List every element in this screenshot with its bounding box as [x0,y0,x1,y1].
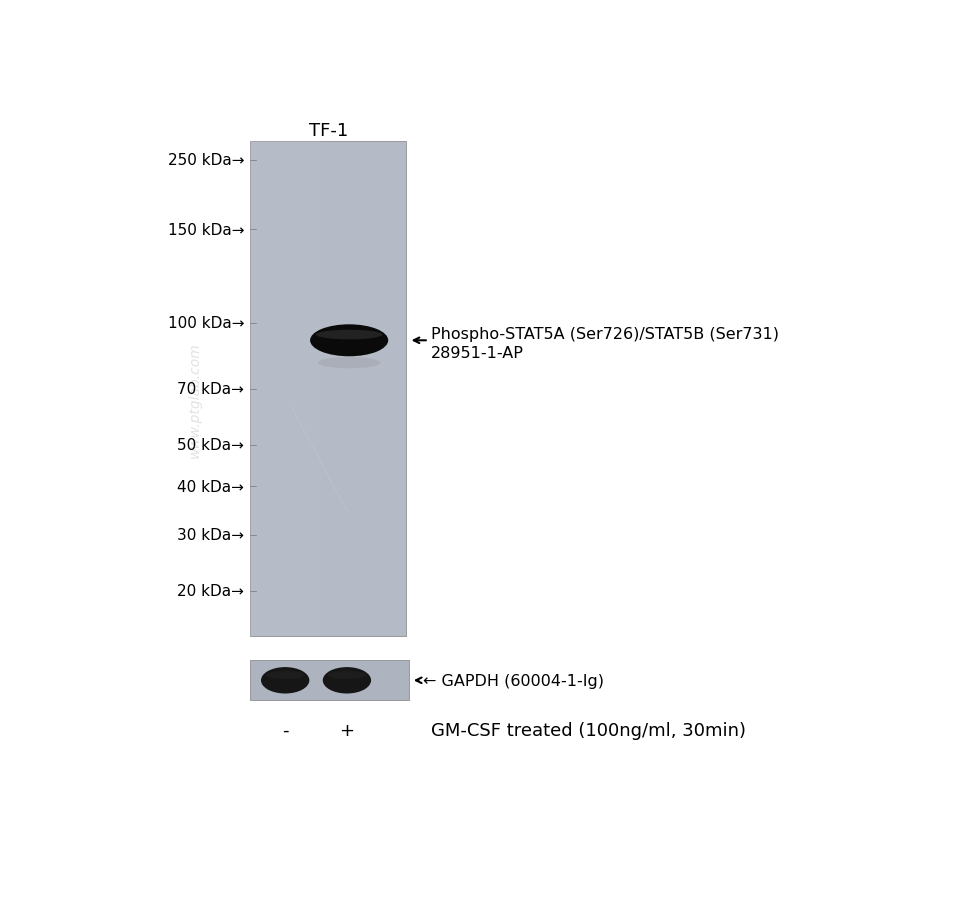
Text: 250 kDa→: 250 kDa→ [168,152,244,168]
Ellipse shape [261,667,309,694]
Text: 150 kDa→: 150 kDa→ [168,222,244,237]
Text: 70 kDa→: 70 kDa→ [178,382,244,397]
Text: 100 kDa→: 100 kDa→ [168,316,244,331]
Text: +: + [340,721,354,739]
Text: 30 kDa→: 30 kDa→ [178,528,244,543]
Ellipse shape [327,671,367,679]
Text: 20 kDa→: 20 kDa→ [178,584,244,598]
Text: 50 kDa→: 50 kDa→ [178,437,244,453]
Ellipse shape [310,325,388,357]
Ellipse shape [316,330,382,340]
Text: www.ptglab.com: www.ptglab.com [187,342,202,457]
Text: TF-1: TF-1 [309,122,348,140]
Bar [251,142,406,636]
Ellipse shape [323,667,372,694]
Text: ← GAPDH (60004-1-Ig): ← GAPDH (60004-1-Ig) [422,673,604,688]
Text: -: - [282,721,288,739]
Ellipse shape [266,671,304,679]
Text: Phospho-STAT5A (Ser726)/STAT5B (Ser731): Phospho-STAT5A (Ser726)/STAT5B (Ser731) [431,327,779,342]
Bar [251,142,321,636]
Text: GM-CSF treated (100ng/ml, 30min): GM-CSF treated (100ng/ml, 30min) [431,721,746,739]
Bar [251,660,409,701]
Text: 28951-1-AP: 28951-1-AP [431,345,524,360]
Ellipse shape [318,358,380,369]
Text: 40 kDa→: 40 kDa→ [178,479,244,494]
